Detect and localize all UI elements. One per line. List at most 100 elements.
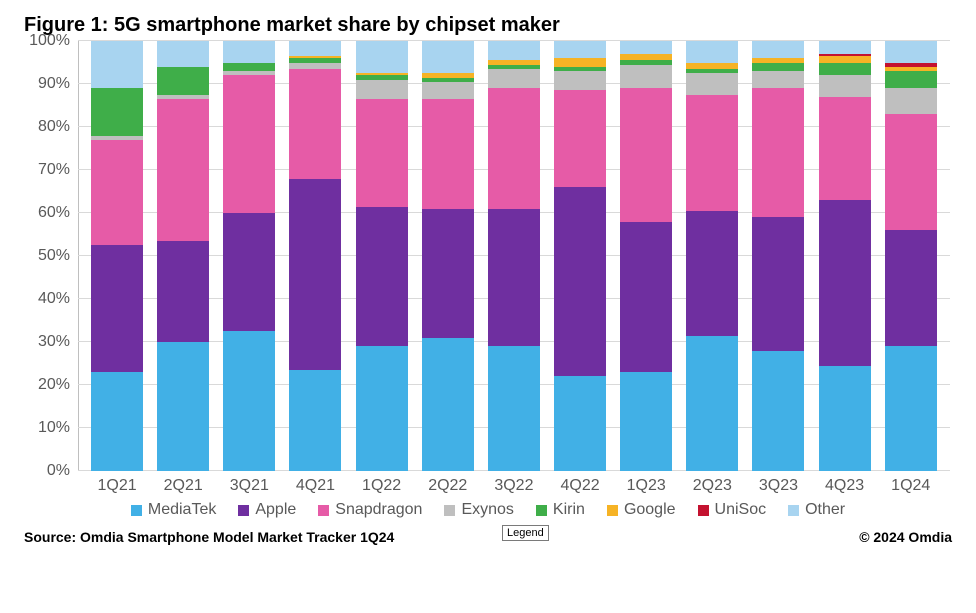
bar-4Q22 (554, 41, 606, 471)
segment-exynos (752, 71, 804, 88)
segment-mediatek (157, 342, 209, 471)
segment-mediatek (91, 372, 143, 471)
segment-apple (223, 213, 275, 331)
segment-apple (488, 209, 540, 347)
segment-other (422, 41, 474, 73)
segment-other (223, 41, 275, 63)
segment-other (91, 41, 143, 88)
legend-label: Google (624, 501, 676, 519)
legend-item-exynos: Exynos (444, 501, 513, 519)
segment-kirin (223, 63, 275, 72)
legend-item-unisoc: UniSoc (698, 501, 767, 519)
x-tick-label: 4Q22 (554, 477, 606, 495)
segment-mediatek (885, 346, 937, 471)
bar-4Q23 (819, 41, 871, 471)
segment-apple (686, 211, 738, 336)
segment-snapdragon (91, 140, 143, 245)
chart-plot-area: 0%10%20%30%40%50%60%70%80%90%100% (78, 41, 950, 471)
segment-snapdragon (554, 90, 606, 187)
x-tick-label: 4Q23 (819, 477, 871, 495)
segment-mediatek (356, 346, 408, 471)
x-tick-label: 1Q24 (885, 477, 937, 495)
segment-other (686, 41, 738, 63)
segment-snapdragon (752, 88, 804, 217)
legend-label: Other (805, 501, 845, 519)
bar-4Q21 (289, 41, 341, 471)
legend-swatch (318, 505, 329, 516)
legend-label: Apple (255, 501, 296, 519)
y-tick-label: 10% (38, 419, 78, 437)
bar-3Q21 (223, 41, 275, 471)
bars-container (78, 41, 950, 471)
segment-apple (289, 179, 341, 370)
legend-swatch (131, 505, 142, 516)
segment-mediatek (488, 346, 540, 471)
segment-other (488, 41, 540, 60)
segment-kirin (157, 67, 209, 95)
segment-apple (554, 187, 606, 376)
legend-item-apple: Apple (238, 501, 296, 519)
segment-exynos (488, 69, 540, 88)
segment-kirin (885, 71, 937, 88)
segment-snapdragon (223, 75, 275, 213)
segment-apple (157, 241, 209, 342)
segment-exynos (620, 65, 672, 89)
bar-2Q22 (422, 41, 474, 471)
x-tick-label: 3Q23 (752, 477, 804, 495)
bar-1Q21 (91, 41, 143, 471)
source-text: Source: Omdia Smartphone Model Market Tr… (24, 529, 394, 545)
y-tick-label: 0% (47, 462, 78, 480)
legend-item-mediatek: MediaTek (131, 501, 216, 519)
segment-exynos (356, 80, 408, 99)
segment-apple (885, 230, 937, 346)
segment-other (157, 41, 209, 67)
legend-item-kirin: Kirin (536, 501, 585, 519)
segment-exynos (422, 82, 474, 99)
segment-mediatek (819, 366, 871, 471)
x-tick-label: 1Q22 (356, 477, 408, 495)
y-tick-label: 40% (38, 290, 78, 308)
x-axis: 1Q212Q213Q214Q211Q222Q223Q224Q221Q232Q23… (78, 471, 950, 495)
legend: MediaTek Apple Snapdragon Exynos Kirin Google… (24, 501, 952, 519)
segment-apple (752, 217, 804, 350)
x-tick-label: 2Q21 (157, 477, 209, 495)
legend-item-snapdragon: Snapdragon (318, 501, 422, 519)
y-tick-label: 90% (38, 75, 78, 93)
segment-apple (91, 245, 143, 372)
legend-label: Snapdragon (335, 501, 422, 519)
y-tick-label: 50% (38, 247, 78, 265)
segment-snapdragon (819, 97, 871, 200)
segment-apple (819, 200, 871, 366)
segment-other (289, 41, 341, 56)
legend-tooltip: Legend (502, 525, 549, 541)
segment-exynos (686, 73, 738, 95)
segment-other (554, 41, 606, 58)
bar-1Q22 (356, 41, 408, 471)
bar-1Q23 (620, 41, 672, 471)
legend-item-other: Other (788, 501, 845, 519)
legend-item-google: Google (607, 501, 676, 519)
segment-mediatek (289, 370, 341, 471)
segment-snapdragon (289, 69, 341, 179)
segment-kirin (819, 63, 871, 76)
segment-other (885, 41, 937, 63)
chart-title: Figure 1: 5G smartphone market share by … (24, 14, 952, 37)
legend-swatch (238, 505, 249, 516)
segment-snapdragon (686, 95, 738, 211)
bar-3Q23 (752, 41, 804, 471)
segment-snapdragon (620, 88, 672, 221)
legend-label: Kirin (553, 501, 585, 519)
segment-mediatek (752, 351, 804, 471)
segment-mediatek (223, 331, 275, 471)
x-tick-label: 4Q21 (289, 477, 341, 495)
segment-kirin (752, 63, 804, 72)
legend-label: UniSoc (715, 501, 767, 519)
segment-other (819, 41, 871, 54)
y-tick-label: 100% (29, 32, 78, 50)
x-tick-label: 2Q22 (422, 477, 474, 495)
y-tick-label: 30% (38, 333, 78, 351)
segment-snapdragon (885, 114, 937, 230)
bar-3Q22 (488, 41, 540, 471)
segment-exynos (885, 88, 937, 114)
segment-mediatek (422, 338, 474, 471)
